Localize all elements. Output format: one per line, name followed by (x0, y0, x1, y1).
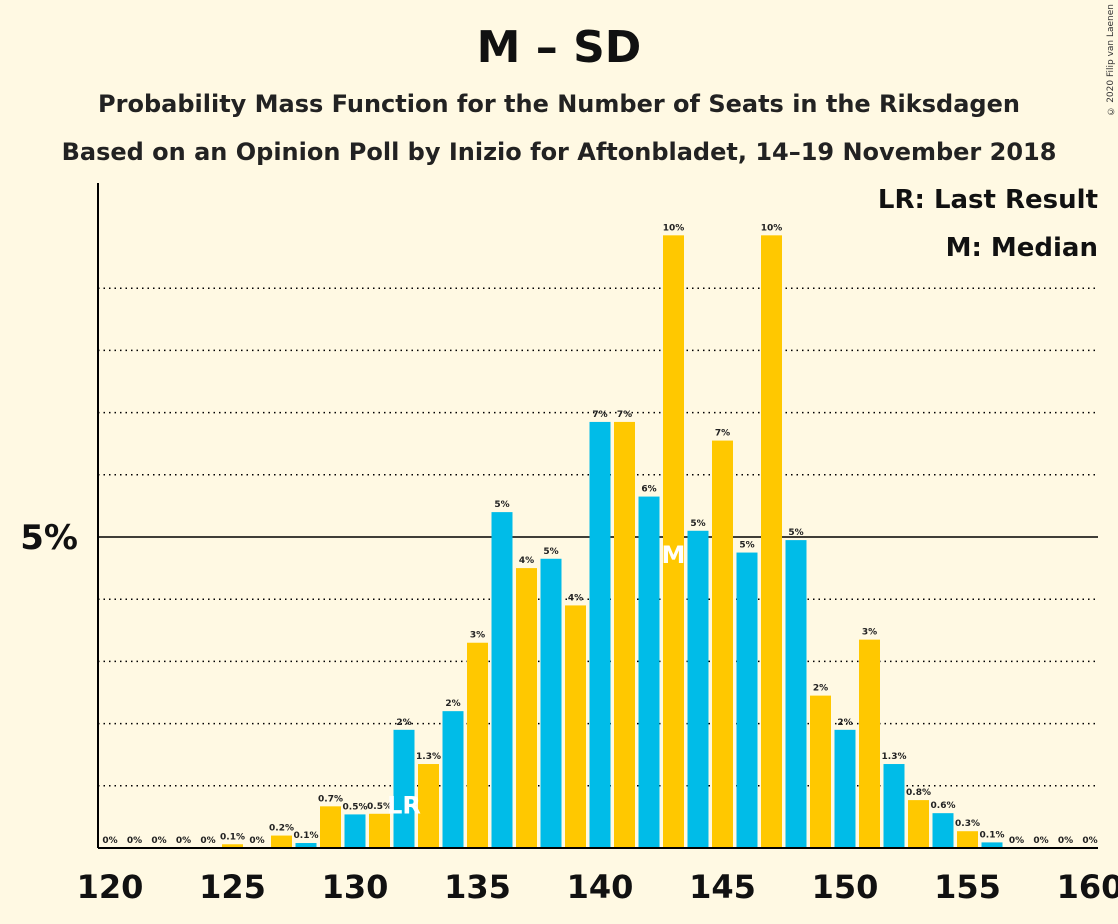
bar-label-147: 10% (761, 223, 783, 233)
bar-label-149: 2% (813, 684, 828, 694)
bar-label-139: 4% (568, 593, 583, 603)
bar-label-155: 0.3% (955, 819, 980, 829)
bar-label-151: 3% (862, 628, 877, 638)
y-tick-label: 5% (20, 518, 78, 558)
bar-label-126: 0% (249, 836, 264, 846)
bar-label-128: 0.1% (294, 831, 319, 841)
x-tick-label: 125 (199, 868, 266, 906)
bar-label-140: 7% (592, 410, 607, 420)
bar-label-125: 0.1% (220, 832, 245, 842)
bar-148 (785, 540, 807, 848)
x-tick-label: 145 (689, 868, 756, 906)
bar-label-156: 0.1% (980, 830, 1005, 840)
bar-141 (614, 421, 635, 848)
chart-subtitle-1: Probability Mass Function for the Number… (98, 90, 1020, 118)
bar-146 (736, 552, 758, 848)
bar-label-153: 0.8% (906, 788, 931, 798)
bar-130 (344, 814, 366, 848)
bar-label-122: 0% (151, 836, 166, 846)
bar-label-138: 5% (543, 547, 558, 557)
marker-m: M (662, 541, 686, 569)
bar-label-137: 4% (519, 556, 534, 566)
bar-label-134: 2% (445, 699, 460, 709)
bar-label-132: 2% (396, 718, 411, 728)
bar-147 (761, 235, 782, 848)
bar-144 (687, 530, 709, 848)
bar-135 (467, 642, 488, 848)
bar-label-148: 5% (788, 528, 803, 538)
bar-155 (957, 831, 978, 848)
bar-label-143: 10% (663, 223, 685, 233)
bar-128 (295, 843, 317, 848)
bar-label-141: 7% (617, 410, 632, 420)
chart-title: M – SD (476, 22, 642, 73)
bar-label-136: 5% (494, 500, 509, 510)
x-tick-label: 150 (812, 868, 879, 906)
bar-label-152: 1.3% (882, 752, 907, 762)
bar-label-154: 0.6% (931, 801, 956, 811)
bar-label-159: 0% (1058, 836, 1073, 846)
bar-131 (369, 813, 390, 848)
bar-142 (638, 496, 660, 848)
x-tick-label: 120 (77, 868, 144, 906)
bar-139 (565, 605, 586, 848)
bar-152 (883, 764, 905, 848)
x-tick-label: 130 (322, 868, 389, 906)
x-tick-label: 140 (567, 868, 634, 906)
x-tick-label: 160 (1057, 868, 1118, 906)
bar-132 (393, 729, 415, 848)
bar-label-157: 0% (1009, 836, 1024, 846)
bar-136 (491, 512, 513, 848)
chart-subtitle-2: Based on an Opinion Poll by Inizio for A… (61, 138, 1057, 166)
bar-label-131: 0.5% (367, 802, 392, 812)
bar-129 (320, 806, 341, 848)
bar-138 (540, 558, 562, 848)
bar-label-127: 0.2% (269, 824, 294, 834)
bar-label-130: 0.5% (343, 802, 368, 812)
bar-154 (932, 813, 954, 848)
bar-label-160: 0% (1082, 836, 1097, 846)
bar-151 (859, 639, 880, 848)
legend-median: M: Median (945, 233, 1098, 263)
bar-label-146: 5% (739, 541, 754, 551)
bar-label-144: 5% (690, 519, 705, 529)
bar-label-124: 0% (200, 836, 215, 846)
bar-133 (418, 764, 439, 848)
bar-label-129: 0.7% (318, 794, 343, 804)
bar-label-133: 1.3% (416, 752, 441, 762)
bar-label-145: 7% (715, 429, 730, 439)
legend-last-result: LR: Last Result (877, 185, 1098, 215)
bar-label-142: 6% (641, 485, 656, 495)
bar-134 (442, 711, 464, 848)
bar-127 (271, 835, 292, 848)
marker-lr: LR (387, 791, 421, 819)
bar-label-158: 0% (1033, 836, 1048, 846)
bar-156 (981, 842, 1003, 848)
bar-label-120: 0% (102, 836, 117, 846)
x-tick-label: 135 (444, 868, 511, 906)
bar-140 (589, 421, 611, 848)
bar-137 (516, 568, 537, 848)
bar-label-121: 0% (127, 836, 142, 846)
bar-153 (908, 800, 929, 848)
bar-label-135: 3% (470, 631, 485, 641)
x-tick-label: 155 (934, 868, 1001, 906)
bar-150 (834, 729, 856, 848)
bar-145 (712, 440, 733, 848)
bar-label-150: 2% (837, 718, 852, 728)
bar-149 (810, 695, 831, 848)
bar-label-123: 0% (176, 836, 191, 846)
bar-143 (663, 235, 684, 848)
bar-125 (222, 844, 243, 848)
